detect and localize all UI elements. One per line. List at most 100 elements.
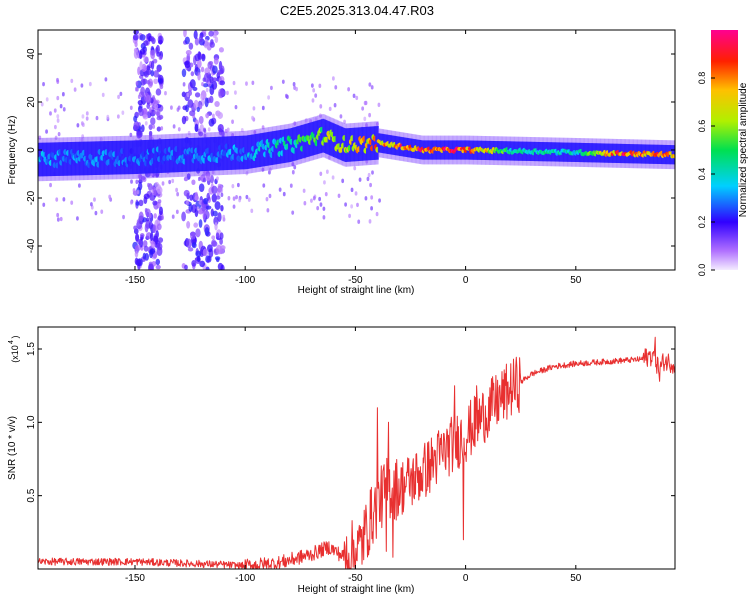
ridge-band: [249, 134, 252, 169]
noise-speck: [190, 231, 196, 240]
ridge-band: [179, 138, 182, 173]
noise-speck: [217, 112, 223, 119]
noise-speck: [211, 77, 218, 82]
noise-speck: [159, 84, 164, 90]
ridge-band: [280, 129, 283, 164]
noise-speck: [232, 196, 236, 201]
ridge-band: [59, 142, 62, 176]
noise-speck: [198, 183, 205, 192]
noise-speck: [334, 85, 338, 90]
snr-panel: -150 -100 -50 0 50 0.5 1.0 1.5 Height of strai…: [7, 326, 676, 595]
noise-speck: [370, 206, 373, 211]
ridge-band: [343, 128, 346, 162]
noise-speck: [156, 115, 162, 121]
ridge-band: [339, 126, 342, 160]
noise-speck: [155, 264, 161, 270]
ridge-band: [199, 137, 202, 172]
noise-speck: [104, 77, 108, 82]
noise-speck: [172, 124, 176, 129]
noise-speck: [57, 131, 61, 137]
noise-speck: [215, 111, 219, 116]
noise-speck: [341, 178, 345, 184]
noise-speck: [122, 214, 125, 220]
noise-speck: [369, 182, 372, 188]
ridge-band: [318, 119, 321, 154]
noise-speck: [194, 53, 200, 62]
noise-speck: [183, 189, 190, 197]
noise-speck: [135, 81, 139, 86]
noise-speck: [139, 34, 146, 41]
noise-speck: [153, 78, 159, 85]
noise-speck: [216, 176, 219, 181]
noise-speck: [62, 197, 66, 202]
noise-speck: [133, 225, 138, 231]
ridge-band: [289, 128, 292, 162]
ridge-band: [232, 136, 235, 170]
colorbar-tick-label: 0.6: [697, 120, 707, 133]
spectrogram-panel: -150 -100 -50 0 50 -40 -20 0 20 40 Height of str…: [7, 29, 676, 296]
noise-speck: [135, 179, 139, 185]
noise-speck: [224, 128, 228, 134]
noise-speck: [129, 105, 133, 110]
noise-speck: [212, 210, 218, 217]
noise-speck: [358, 177, 362, 182]
ridge-band: [319, 119, 322, 154]
noise-speck: [199, 260, 206, 268]
noise-speck: [211, 170, 215, 175]
noise-speck: [133, 47, 138, 53]
noise-speck: [215, 257, 220, 263]
noise-speck: [261, 125, 265, 130]
noise-speck: [119, 91, 123, 97]
noise-speck: [324, 191, 328, 197]
noise-speck: [40, 102, 44, 107]
noise-speck: [193, 222, 199, 228]
ridge-band: [178, 138, 181, 173]
noise-speck: [141, 63, 147, 73]
noise-speck: [49, 111, 52, 116]
noise-speck: [196, 255, 201, 263]
colorbar-ticks: 0.0 0.2 0.4 0.6 0.8: [697, 72, 715, 277]
noise-speck: [204, 97, 209, 108]
noise-speck: [188, 42, 194, 50]
noise-speck: [198, 219, 203, 228]
colorbar-tick-label: 0.2: [697, 216, 707, 229]
noise-speck: [150, 240, 156, 249]
noise-speck: [367, 172, 371, 178]
noise-speck: [152, 95, 155, 100]
noise-speck: [59, 216, 63, 222]
noise-speck: [204, 226, 210, 236]
snr-y-ticks: 0.5 1.0 1.5: [26, 342, 675, 503]
noise-speck: [144, 121, 148, 126]
noise-speck: [129, 132, 133, 138]
noise-speck: [137, 100, 143, 106]
noise-speck: [250, 208, 254, 214]
noise-speck: [323, 180, 326, 185]
noise-speck: [176, 192, 180, 197]
noise-speck: [130, 179, 133, 184]
noise-speck: [156, 67, 161, 73]
ridge-band: [355, 127, 358, 162]
ridge-band: [321, 119, 324, 153]
noise-speck: [377, 102, 381, 108]
ridge-band: [49, 142, 53, 177]
noise-speck: [76, 216, 79, 221]
noise-speck: [146, 79, 151, 85]
noise-speck: [191, 260, 197, 267]
noise-speck: [207, 127, 211, 132]
noise-speck: [157, 39, 163, 45]
x-tick-label: 50: [570, 573, 582, 584]
noise-speck: [185, 238, 192, 249]
noise-speck: [191, 179, 196, 186]
noise-speck: [55, 197, 59, 202]
noise-speck: [200, 95, 204, 100]
colorbar-tick-label: 0.0: [697, 264, 707, 277]
noise-speck: [116, 114, 120, 119]
ridge-band: [85, 141, 88, 176]
ridge-band: [51, 142, 54, 177]
noise-speck: [156, 126, 162, 132]
ridge-band: [233, 136, 236, 170]
x-tick-label: -100: [235, 275, 255, 286]
noise-speck: [261, 167, 265, 172]
noise-speck: [45, 97, 49, 102]
